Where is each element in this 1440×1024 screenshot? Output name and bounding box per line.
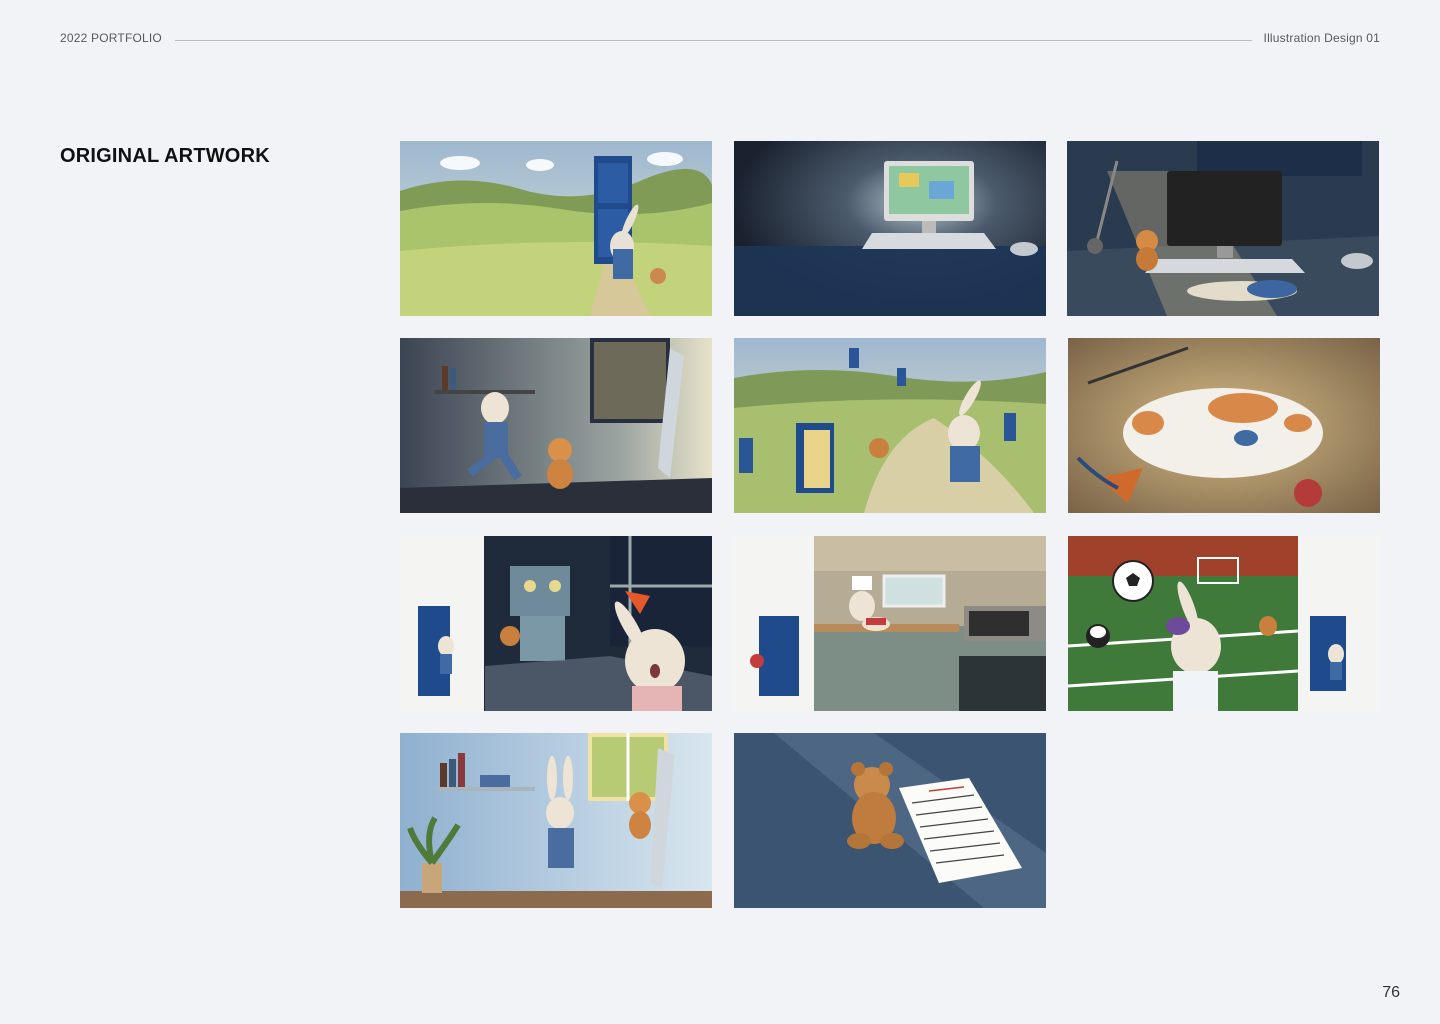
bright-room-rabbit-icon — [400, 733, 712, 908]
portfolio-label: 2022 PORTFOLIO — [60, 31, 162, 45]
chef-rabbit-icon — [734, 536, 1046, 711]
artwork-soccer-field[interactable] — [1068, 536, 1380, 711]
section-label: Illustration Design 01 — [1263, 31, 1380, 45]
artwork-robot-room[interactable] — [400, 536, 712, 711]
artwork-bear-letter[interactable] — [734, 733, 1046, 908]
toys-under-lamp-icon — [1067, 141, 1379, 316]
rabbit-at-door-icon — [400, 141, 712, 316]
scared-rabbit-robot-icon — [400, 536, 712, 711]
artwork-sleeping-cat[interactable] — [1068, 338, 1380, 513]
artwork-rabbit-room[interactable] — [400, 733, 712, 908]
glowing-computer-icon — [734, 141, 1046, 316]
soccer-rabbit-icon — [1068, 536, 1380, 711]
page-header: 2022 PORTFOLIO Illustration Design 01 — [60, 28, 1380, 48]
artwork-field-door[interactable] — [400, 141, 712, 316]
artwork-kitchen-cake[interactable] — [734, 536, 1046, 711]
bear-with-letter-icon — [734, 733, 1046, 908]
artwork-doors-meadow[interactable] — [734, 338, 1046, 513]
artwork-rabbit-bear-dance[interactable] — [400, 338, 712, 513]
section-title: ORIGINAL ARTWORK — [60, 145, 270, 167]
header-divider — [174, 39, 1252, 41]
page-number: 76 — [1382, 984, 1400, 1001]
artwork-toys-at-desk[interactable] — [1067, 141, 1379, 316]
doors-in-meadow-icon — [734, 338, 1046, 513]
rabbit-and-bear-icon — [400, 338, 712, 513]
artwork-computer-glow[interactable] — [734, 141, 1046, 316]
sleeping-cat-icon — [1068, 338, 1380, 513]
